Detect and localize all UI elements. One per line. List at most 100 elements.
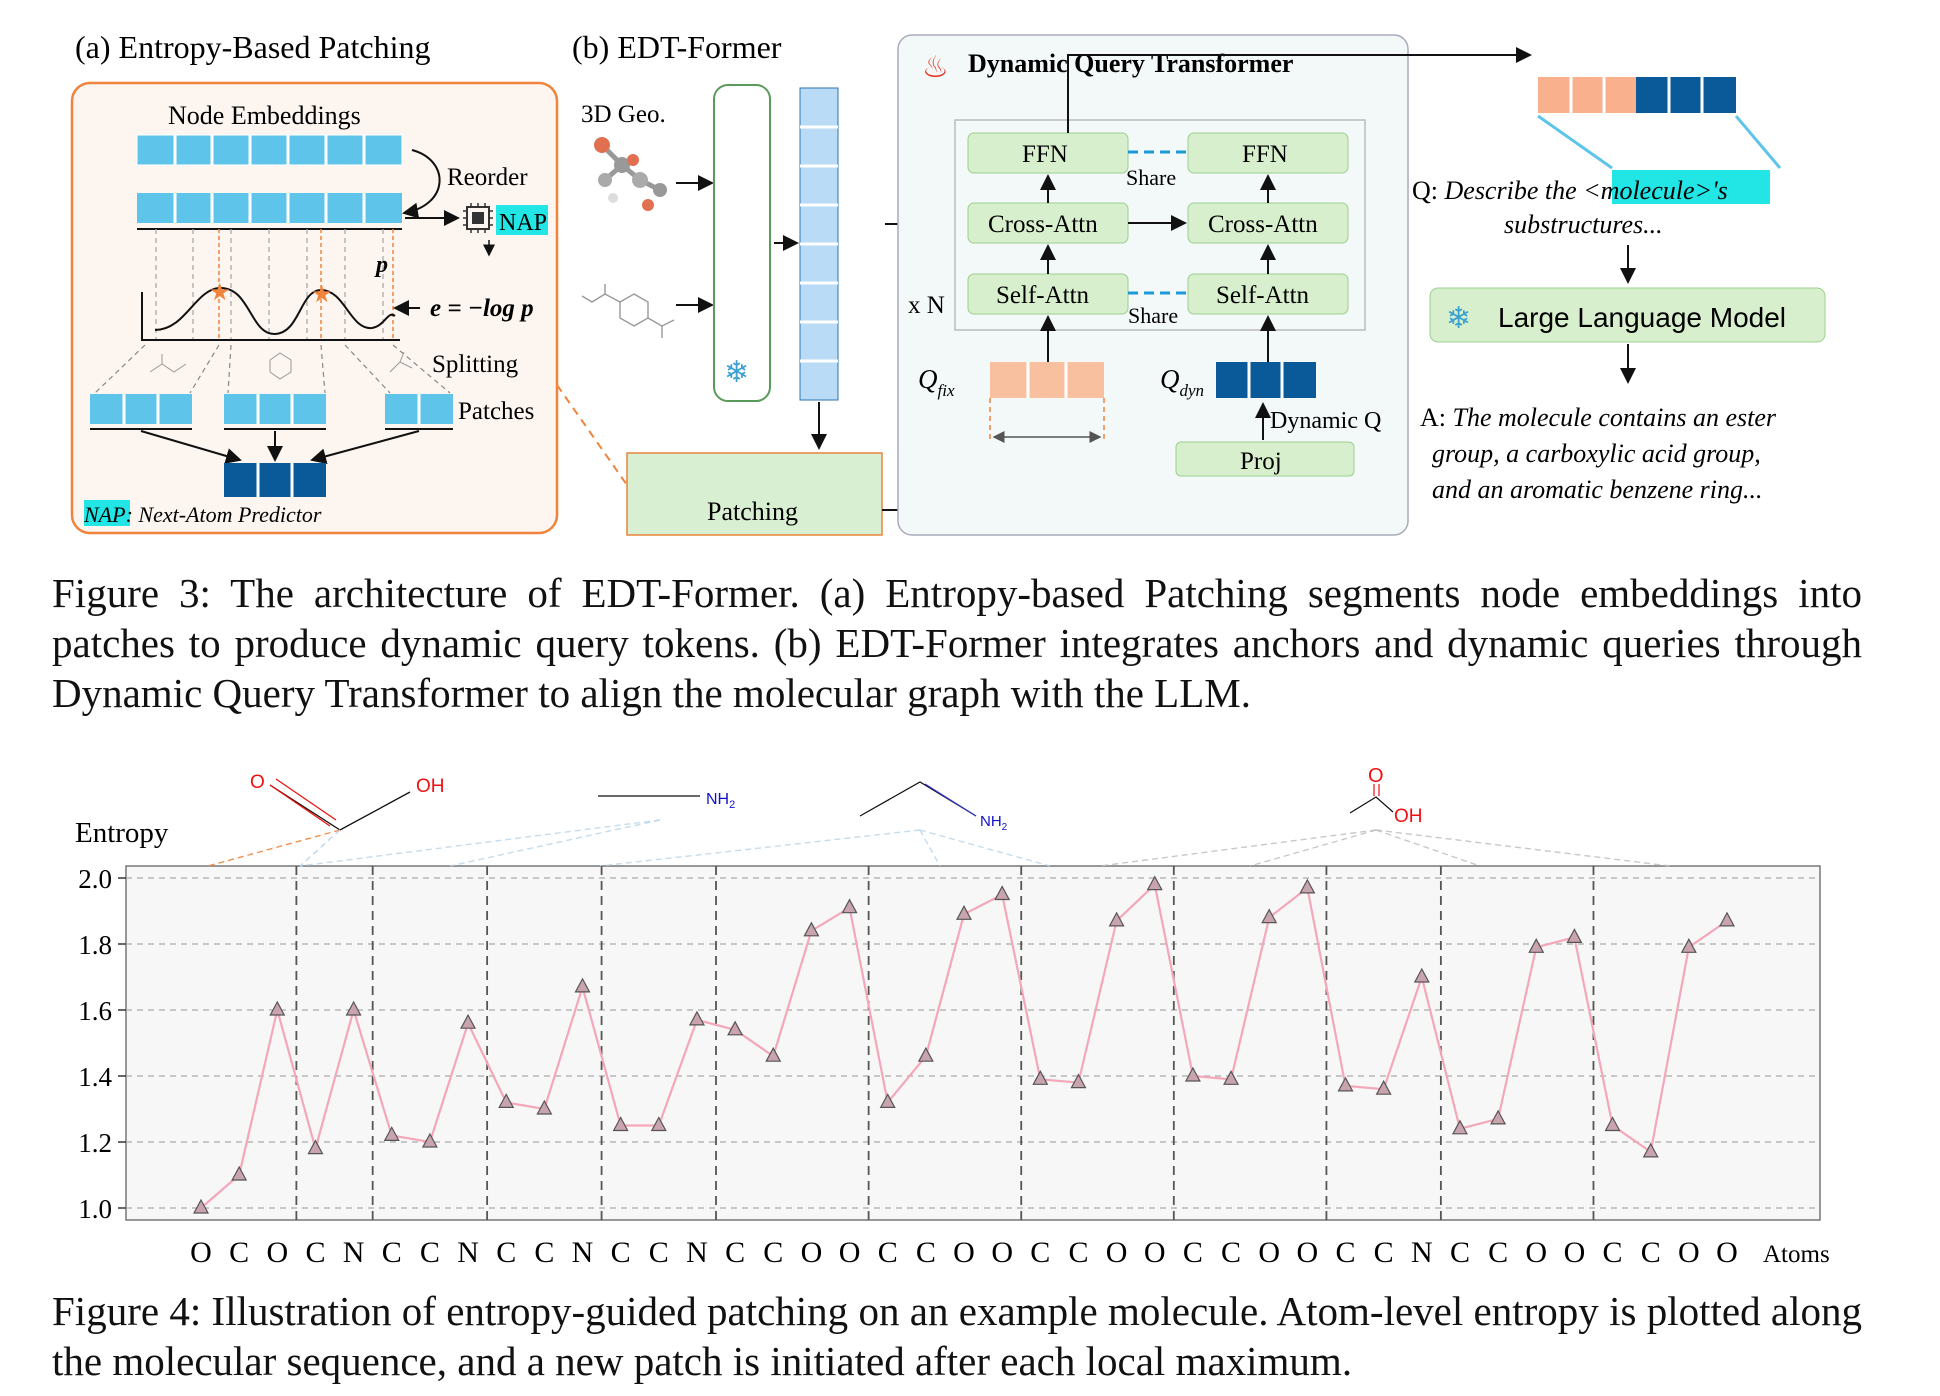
entropy-point xyxy=(536,1099,553,1115)
molecule-2d-image xyxy=(581,284,675,338)
x-tick-label: C xyxy=(725,1236,745,1269)
cross-attn-right: Cross-Attn xyxy=(1208,211,1318,238)
entropy-point xyxy=(383,1126,400,1142)
answer-line3: and an aromatic benzene ring... xyxy=(1432,475,1763,504)
ffn-left: FFN xyxy=(1022,141,1068,168)
splitting-label: Splitting xyxy=(432,351,519,378)
molecule-3d-image xyxy=(594,137,667,211)
fragment-acid-1: O OH xyxy=(250,772,445,831)
entropy-formula: e = −log p xyxy=(430,295,534,322)
x-tick-label: C xyxy=(420,1236,440,1269)
x-tick-label: O xyxy=(953,1236,975,1269)
fixed-query-tokens xyxy=(989,362,1105,443)
entropy-point xyxy=(1032,1070,1049,1085)
share-label-bottom: Share xyxy=(1128,303,1178,328)
figure3-caption: Figure 3: The architecture of EDT-Former… xyxy=(52,570,1862,716)
x-tick-label: C xyxy=(1374,1236,1394,1269)
x-tick-label: O xyxy=(991,1236,1013,1269)
frozen-encoder xyxy=(713,84,771,402)
question-line1: Q: Describe the <molecule>'s xyxy=(1412,176,1728,205)
x-tick-label: O xyxy=(1716,1236,1738,1269)
fan-line xyxy=(299,819,661,867)
entropy-point xyxy=(879,1093,896,1109)
entropy-point xyxy=(1108,911,1125,927)
x-tick-label: C xyxy=(382,1236,402,1269)
entropy-point xyxy=(498,1093,515,1109)
entropy-point xyxy=(1528,938,1545,953)
x-tick-label: C xyxy=(1603,1236,1623,1269)
patching-block xyxy=(626,452,883,536)
x-tick-label: C xyxy=(1450,1236,1470,1269)
entropy-point xyxy=(1337,1076,1354,1092)
x-tick-label: N xyxy=(572,1236,594,1269)
x-tick-label: O xyxy=(1564,1236,1586,1269)
entropy-point xyxy=(1146,875,1163,891)
peak-star-1: ★ xyxy=(209,280,231,306)
y-tick-label: 1.8 xyxy=(78,930,112,960)
split-dashes xyxy=(94,344,451,394)
entropy-point xyxy=(1604,1116,1621,1132)
x-tick-label: C xyxy=(229,1236,249,1269)
x-tick-label: C xyxy=(1068,1236,1088,1269)
entropy-point xyxy=(1261,908,1278,924)
x-tick-label: C xyxy=(305,1236,325,1269)
entropy-point xyxy=(1184,1066,1201,1082)
entropy-point xyxy=(231,1165,248,1181)
figure4-fragments: O OH NH2 NH2 O OH xyxy=(250,765,1423,833)
y-tick-label: 2.0 xyxy=(78,864,112,894)
x-tick-label: O xyxy=(1106,1236,1128,1269)
llm-block xyxy=(1429,287,1826,343)
y-axis-label: Entropy xyxy=(75,817,169,849)
x-tick-label: C xyxy=(1221,1236,1241,1269)
panel-a-title: (a) Entropy-Based Patching xyxy=(75,29,430,65)
entropy-point xyxy=(269,1000,286,1016)
answer-line2: group, a carboxylic acid group, xyxy=(1432,439,1761,468)
entropy-point xyxy=(1642,1142,1659,1158)
fan-line xyxy=(919,829,941,867)
frag2-nh2: NH2 xyxy=(706,791,735,811)
fan-line xyxy=(299,829,341,867)
patch-rows xyxy=(90,394,453,430)
fragment-acid-2: O OH xyxy=(1349,765,1423,827)
cross-attn-left: Cross-Attn xyxy=(988,211,1098,238)
patches-label: Patches xyxy=(458,398,534,425)
reorder-arrow xyxy=(402,149,441,219)
entropy-point xyxy=(1223,1070,1240,1085)
entropy-point xyxy=(688,1010,705,1026)
frag1-oh: OH xyxy=(416,776,445,797)
entropy-point xyxy=(574,977,591,993)
patch-merge-arrows xyxy=(140,430,420,465)
entropy-point xyxy=(994,885,1011,901)
entropy-point xyxy=(307,1139,324,1155)
entropy-point xyxy=(460,1013,477,1029)
fragment-amine-2: NH2 xyxy=(859,781,1008,833)
p-label: p xyxy=(374,252,388,278)
fan-line xyxy=(1375,829,1481,867)
y-tick-label: 1.4 xyxy=(78,1062,112,1092)
x-tick-label: C xyxy=(1335,1236,1355,1269)
split-marker-lines xyxy=(218,229,394,340)
y-axis-ticks: 1.0 1.2 1.4 1.6 1.8 2.0 xyxy=(78,864,126,1224)
nap-footnote: NAP: Next-Atom Predictor xyxy=(83,502,322,527)
entropy-point xyxy=(1413,967,1430,983)
share-label-top: Share xyxy=(1126,165,1176,190)
fan-line xyxy=(1249,829,1377,867)
x-axis-label: Atoms xyxy=(1763,1241,1830,1268)
fan-line xyxy=(599,829,921,867)
fan-line xyxy=(1375,829,1671,867)
encoder-snowflake-icon: ❄ xyxy=(724,356,749,389)
fan-line xyxy=(1099,829,1377,867)
x-tick-label: O xyxy=(801,1236,823,1269)
graph-tokens-column xyxy=(799,87,839,401)
geo-label: 3D Geo. xyxy=(581,101,666,128)
frag3-nh2: NH2 xyxy=(980,813,1008,833)
dynamic-q-label: Dynamic Q xyxy=(1270,408,1381,434)
entropy-point xyxy=(1566,928,1583,944)
fan-line xyxy=(919,829,1051,867)
dqt-arrows xyxy=(1040,47,1532,362)
fragment-amine-1: NH2 xyxy=(598,791,735,811)
nap-footnote-highlight xyxy=(84,500,130,526)
figure4-caption: Figure 4: Illustration of entropy-guided… xyxy=(52,1288,1862,1384)
